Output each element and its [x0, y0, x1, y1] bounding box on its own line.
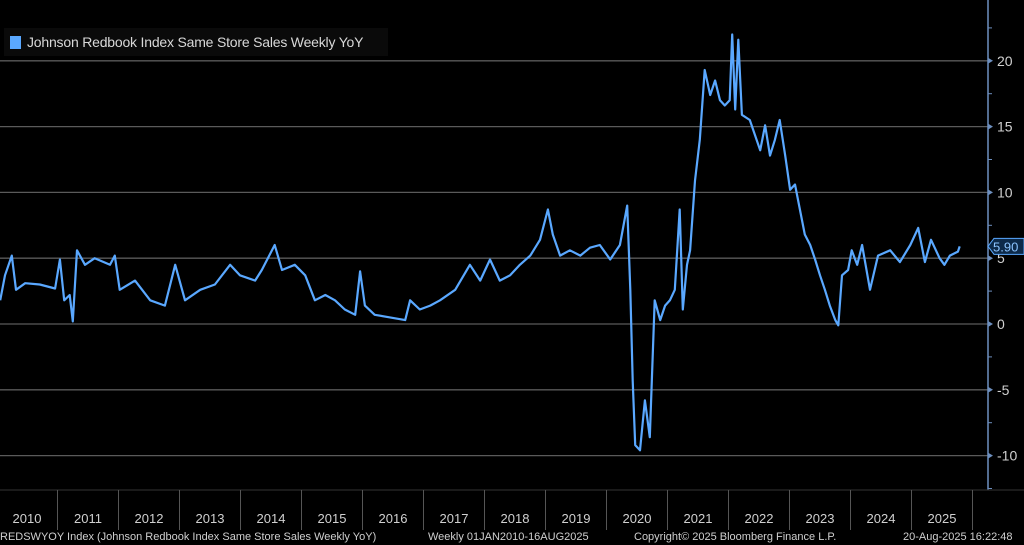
chart-legend: Johnson Redbook Index Same Store Sales W… [4, 28, 388, 56]
x-tick-label: 2015 [318, 511, 347, 526]
y-tick-label: -5 [997, 382, 1010, 398]
y-tick-marker [988, 255, 993, 262]
footer-range: Weekly 01JAN2010-16AUG2025 [428, 531, 589, 543]
x-tick-label: 2021 [684, 511, 713, 526]
y-tick-marker [988, 189, 993, 196]
y-tick-marker [988, 452, 993, 459]
x-tick-label: 2016 [379, 511, 408, 526]
x-tick-label: 2017 [440, 511, 469, 526]
series-line [0, 33, 961, 452]
y-tick-label: 10 [997, 184, 1013, 200]
chart-footer: REDSWYOY Index (Johnson Redbook Index Sa… [0, 531, 1024, 545]
y-tick-label: -10 [997, 448, 1017, 464]
x-tick-label: 2025 [928, 511, 957, 526]
x-tick-label: 2014 [257, 511, 286, 526]
x-tick-label: 2011 [74, 511, 102, 526]
x-tick-label: 2012 [135, 511, 164, 526]
y-tick-label: 5 [997, 250, 1005, 266]
y-tick-label: 20 [997, 53, 1013, 69]
legend-label: Johnson Redbook Index Same Store Sales W… [27, 34, 364, 50]
x-tick-label: 2024 [867, 511, 896, 526]
x-tick-label: 2023 [806, 511, 835, 526]
y-tick-marker [988, 57, 993, 64]
x-tick-label: 2010 [13, 511, 42, 526]
footer-ticker: REDSWYOY Index (Johnson Redbook Index Sa… [0, 531, 377, 543]
x-tick-label: 2020 [623, 511, 652, 526]
last-value-label: 5.90 [993, 239, 1018, 254]
last-value-badge [987, 237, 1024, 255]
x-tick-label: 2019 [562, 511, 591, 526]
legend-swatch [10, 35, 21, 49]
y-tick-marker [988, 123, 993, 130]
y-tick-label: 15 [997, 119, 1013, 135]
y-tick-marker [988, 386, 993, 393]
footer-copyright: Copyright© 2025 Bloomberg Finance L.P. [634, 531, 837, 543]
footer-timestamp: 20-Aug-2025 16:22:48 [903, 531, 1013, 543]
x-tick-label: 2018 [501, 511, 530, 526]
y-tick-marker [988, 321, 993, 327]
x-tick-label: 2013 [196, 511, 225, 526]
x-tick-label: 2022 [745, 511, 774, 526]
y-tick-label: 0 [997, 316, 1005, 332]
